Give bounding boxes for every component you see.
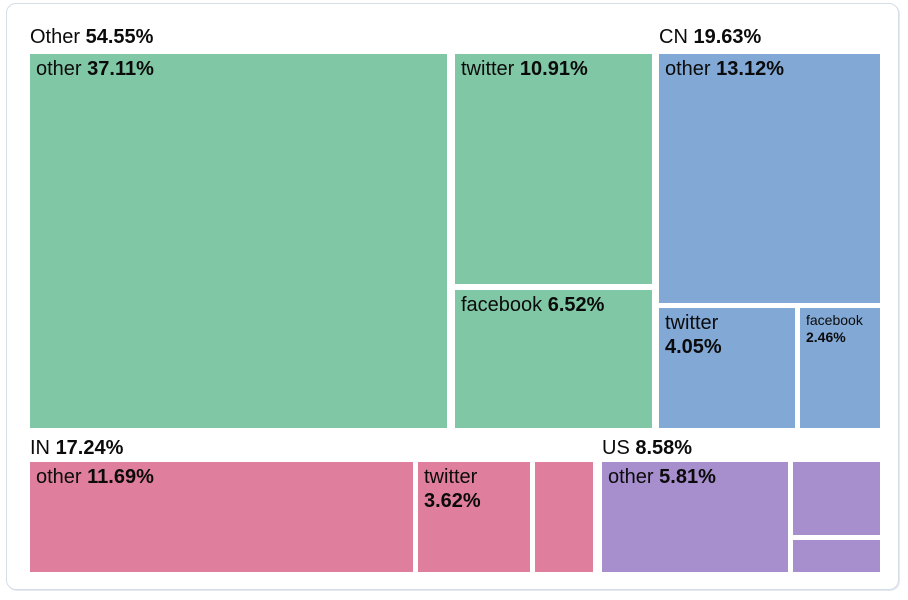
treemap-cell-cn-other[interactable]: other 13.12% [659,54,880,303]
group-name: US [602,437,630,459]
treemap-cell-other-facebook[interactable]: facebook 6.52% [455,290,652,428]
treemap-cell-cn-facebook[interactable]: facebook 2.46% [800,308,880,428]
treemap-cell-cn-twitter[interactable]: twitter 4.05% [659,308,795,428]
treemap-cell-other-twitter[interactable]: twitter 10.91% [455,54,652,284]
group-label-cn: CN 19.63% [659,26,761,48]
cell-pct: 13.12% [716,58,784,80]
group-pct: 54.55% [85,26,154,48]
treemap-cell-in-twitter[interactable]: twitter 3.62% [418,462,530,572]
cell-name: twitter [424,466,478,488]
treemap-cell-in-other[interactable]: other 11.69% [30,462,413,572]
cell-name: twitter [461,58,515,80]
treemap-cell-other-other[interactable]: other 37.11% [30,54,447,428]
cell-pct: 6.52% [547,294,605,316]
cell-pct: 11.69% [87,466,154,488]
cell-name: other [36,466,82,488]
group-pct: 17.24% [55,437,124,459]
treemap-cell-in-unlabeled[interactable] [535,462,593,572]
treemap-cell-us-other[interactable]: other 5.81% [602,462,788,572]
cell-pct: 5.81% [659,466,716,488]
cell-pct: 10.91% [519,58,588,80]
treemap-cell-us-unlabeled-2[interactable] [793,540,880,572]
cell-name: facebook [806,312,863,328]
group-pct: 8.58% [635,437,693,459]
group-name: Other [30,26,81,48]
cell-pct: 2.46% [806,329,846,345]
cell-pct: 37.11% [87,58,154,80]
cell-name: other [608,466,654,488]
cell-pct: 3.62% [424,490,481,512]
cell-pct: 4.05% [665,336,722,358]
treemap-cell-us-unlabeled-1[interactable] [793,462,880,535]
group-label-us: US 8.58% [602,437,692,459]
group-name: CN [659,26,688,48]
group-label-in: IN 17.24% [30,437,123,459]
group-label-other: Other 54.55% [30,26,153,48]
cell-name: other [36,58,82,80]
group-name: IN [30,437,50,459]
group-pct: 19.63% [693,26,762,48]
cell-name: twitter [665,312,719,334]
cell-name: other [665,58,711,80]
cell-name: facebook [461,294,543,316]
